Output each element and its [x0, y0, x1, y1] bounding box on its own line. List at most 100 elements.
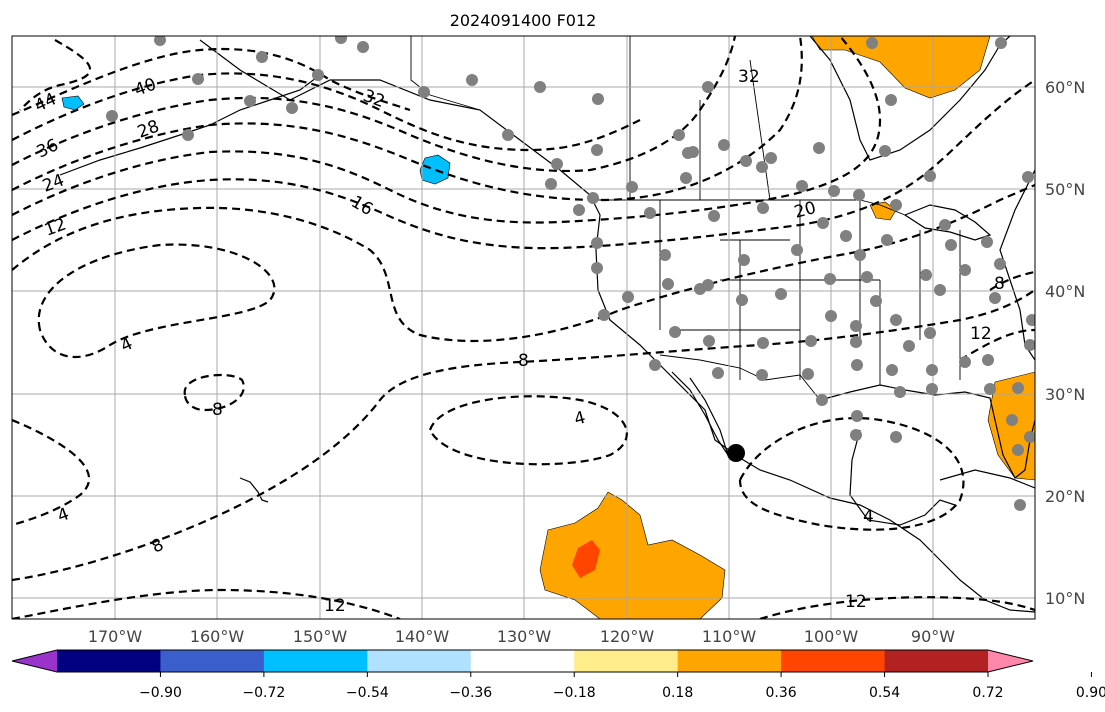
negative-anomaly-region	[419, 154, 451, 185]
map-title: 2024091400 F012	[450, 11, 597, 30]
station-marker	[854, 249, 866, 261]
contour-line	[959, 328, 1035, 361]
contour-line	[37, 243, 276, 359]
colorbar-extend-low	[12, 650, 57, 672]
colorbar-segment	[263, 650, 368, 672]
station-marker	[587, 192, 599, 204]
station-marker	[534, 81, 546, 93]
latitude-label: 40°N	[1045, 282, 1085, 301]
contour-line	[12, 36, 737, 173]
station-marker	[757, 337, 769, 349]
contour-label: 12	[324, 596, 346, 616]
contour-label: 12	[970, 324, 992, 344]
colorbar-extend-high	[988, 650, 1033, 672]
contour-line	[12, 47, 411, 117]
station-marker	[312, 69, 324, 81]
station-marker	[244, 95, 256, 107]
station-marker	[702, 279, 714, 291]
station-marker	[924, 170, 936, 182]
station-marker	[981, 236, 993, 248]
station-marker	[182, 129, 194, 141]
contour-line	[12, 72, 641, 152]
station-marker	[644, 207, 656, 219]
longitude-label: 170°W	[88, 627, 143, 646]
station-marker	[850, 429, 862, 441]
station-marker	[1012, 444, 1024, 456]
latitude-label: 60°N	[1045, 78, 1085, 97]
station-marker	[673, 129, 685, 141]
colorbar-tick-label: 0.18	[662, 685, 693, 701]
station-marker	[926, 364, 938, 376]
station-marker	[708, 210, 720, 222]
station-marker	[718, 139, 730, 151]
station-marker	[886, 364, 898, 376]
station-marker	[945, 239, 957, 251]
contour-label: 8	[518, 351, 529, 371]
longitude-label: 160°W	[190, 627, 245, 646]
colorbar-tick-label: 0.72	[972, 685, 1003, 701]
station-marker	[853, 189, 865, 201]
station-marker	[106, 110, 118, 122]
station-marker	[982, 354, 994, 366]
contour-line	[183, 373, 245, 412]
station-marker	[573, 204, 585, 216]
map-area: 44 40 36 32 28 24 12 16 20 32 4 8 8 4 4 …	[12, 36, 1035, 619]
station-marker	[592, 93, 604, 105]
contour-label: 12	[845, 592, 867, 612]
station-marker	[765, 152, 777, 164]
station-marker	[924, 327, 936, 339]
colorbar-tick-label: 0.54	[869, 685, 900, 701]
station-marker	[1012, 382, 1024, 394]
station-marker	[903, 340, 915, 352]
longitude-label: 100°W	[804, 627, 859, 646]
contour-line	[12, 36, 882, 224]
station-marker	[1006, 414, 1018, 426]
us-mexico-border	[659, 354, 821, 401]
station-marker	[817, 217, 829, 229]
station-marker	[622, 291, 634, 303]
station-marker	[756, 161, 768, 173]
positive-anomaly-region	[811, 36, 991, 99]
longitude-labels: 170°W 160°W 150°W 140°W 130°W 120°W 110°…	[88, 627, 955, 646]
station-marker	[850, 336, 862, 348]
colorbar-tick-label: 0.36	[766, 685, 797, 701]
station-marker	[840, 230, 852, 242]
station-marker	[551, 158, 563, 170]
station-marker	[851, 359, 863, 371]
strong-positive-anomaly-region	[572, 540, 600, 578]
colorbar-segment	[781, 650, 886, 672]
station-marker	[989, 292, 1001, 304]
station-marker	[502, 129, 514, 141]
station-marker	[828, 185, 840, 197]
station-marker	[736, 294, 748, 306]
station-marker	[850, 320, 862, 332]
longitude-label: 150°W	[293, 627, 348, 646]
colorbar-tick-label: −0.90	[139, 685, 182, 701]
station-marker	[890, 199, 902, 211]
station-marker	[796, 180, 808, 192]
station-marker	[545, 178, 557, 190]
north-america-west-coast	[199, 39, 1035, 613]
station-marker	[805, 335, 817, 347]
station-marker	[738, 254, 750, 266]
station-marker	[591, 144, 603, 156]
station-marker	[824, 273, 836, 285]
latitude-label: 10°N	[1045, 589, 1085, 608]
station-marker	[994, 258, 1006, 270]
contour-line	[759, 596, 1035, 619]
station-marker	[890, 314, 902, 326]
station-marker	[712, 367, 724, 379]
positive-anomaly-region	[869, 201, 897, 221]
station-marker	[286, 102, 298, 114]
colorbar-segment	[574, 650, 679, 672]
contour-line	[12, 183, 1035, 343]
station-marker	[813, 142, 825, 154]
station-marker	[894, 386, 906, 398]
colorbar-tick-label: 0.90	[1076, 685, 1105, 701]
contour-line	[12, 418, 91, 527]
station-marker	[885, 94, 897, 106]
highlight-marker	[727, 444, 745, 462]
contour-label: 4	[572, 408, 588, 430]
station-marker	[626, 181, 638, 193]
colorbar-tick-label: −0.72	[242, 685, 285, 701]
